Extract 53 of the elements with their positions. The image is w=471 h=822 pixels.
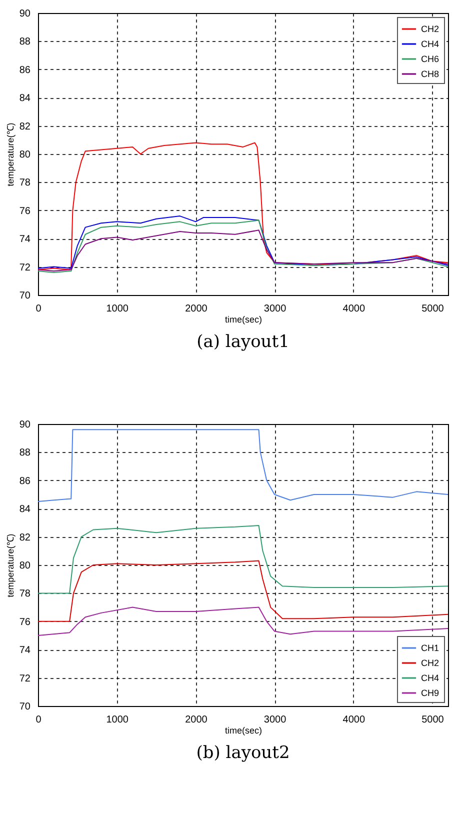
line-series (38, 230, 448, 272)
x-tick-label: 4000 (342, 714, 366, 726)
x-tick-label: 3000 (264, 304, 287, 314)
legend-label: CH4 (421, 39, 440, 49)
x-tick-label: 3000 (264, 714, 287, 726)
x-tick-label: 1000 (106, 714, 129, 726)
x-tick-label: 0 (36, 304, 42, 314)
y-tick-label: 76 (19, 206, 31, 217)
legend-label: CH2 (421, 658, 440, 668)
y-tick-label: 70 (19, 290, 31, 302)
legend-label: CH9 (421, 688, 440, 698)
y-tick-label: 80 (19, 560, 31, 572)
y-tick-label: 76 (19, 616, 31, 628)
y-tick-label: 90 (19, 420, 31, 430)
x-tick-label: 4000 (342, 304, 366, 314)
x-tick-label: 5000 (422, 304, 444, 314)
legend-label: CH4 (421, 673, 440, 683)
x-tick-label: 5000 (422, 714, 444, 726)
y-tick-label: 70 (19, 702, 31, 712)
x-axis-title: time(sec) (224, 314, 262, 324)
x-tick-label: 1000 (106, 304, 129, 314)
y-tick-label: 82 (19, 121, 31, 132)
y-tick-label: 78 (19, 178, 31, 189)
y-tick-label: 74 (19, 645, 31, 656)
x-tick-label: 0 (36, 714, 42, 726)
line-series (38, 560, 448, 622)
legend-label: CH6 (421, 54, 440, 64)
y-tick-label: 72 (19, 673, 31, 684)
y-tick-label: 78 (19, 588, 31, 600)
x-axis-title: time(sec) (224, 726, 262, 736)
x-tick-label: 2000 (185, 304, 208, 314)
line-series (38, 525, 448, 594)
y-tick-label: 86 (19, 476, 31, 487)
legend-label: CH1 (421, 643, 440, 653)
y-axis-title: temperature(℃) (5, 534, 16, 598)
y-tick-label: 86 (19, 64, 31, 76)
y-tick-label: 84 (19, 93, 31, 104)
y-tick-label: 74 (19, 234, 31, 246)
legend-label: CH2 (421, 24, 440, 34)
line-series (38, 429, 448, 502)
y-tick-label: 80 (19, 150, 31, 160)
x-tick-label: 2000 (185, 714, 208, 726)
y-tick-label: 90 (19, 8, 31, 20)
y-tick-label: 88 (19, 448, 31, 459)
line-series (38, 606, 448, 636)
y-tick-label: 84 (19, 504, 31, 516)
y-tick-label: 88 (19, 36, 31, 48)
y-axis-title: temperature(℃) (5, 122, 16, 186)
text: (b) layout2 (196, 743, 290, 763)
y-tick-label: 72 (19, 262, 31, 274)
legend-label: CH8 (421, 69, 440, 79)
y-tick-label: 82 (19, 532, 31, 544)
text: (a) layout1 (196, 332, 290, 352)
